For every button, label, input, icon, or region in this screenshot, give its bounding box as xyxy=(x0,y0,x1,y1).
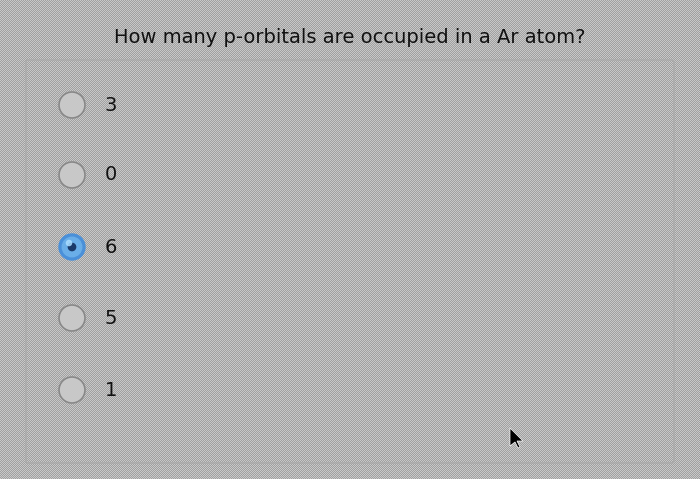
Polygon shape xyxy=(510,428,523,448)
Text: How many p-orbitals are occupied in a Ar atom?: How many p-orbitals are occupied in a Ar… xyxy=(114,28,586,47)
Text: 3: 3 xyxy=(105,95,118,114)
Circle shape xyxy=(59,377,85,403)
Text: 1: 1 xyxy=(105,380,118,399)
Circle shape xyxy=(59,234,85,260)
Text: 6: 6 xyxy=(105,238,118,256)
Circle shape xyxy=(59,162,85,188)
Circle shape xyxy=(69,243,76,251)
Circle shape xyxy=(66,240,71,246)
Circle shape xyxy=(62,237,82,257)
Circle shape xyxy=(59,92,85,118)
Text: 0: 0 xyxy=(105,166,118,184)
Text: 5: 5 xyxy=(105,308,118,328)
Circle shape xyxy=(59,305,85,331)
